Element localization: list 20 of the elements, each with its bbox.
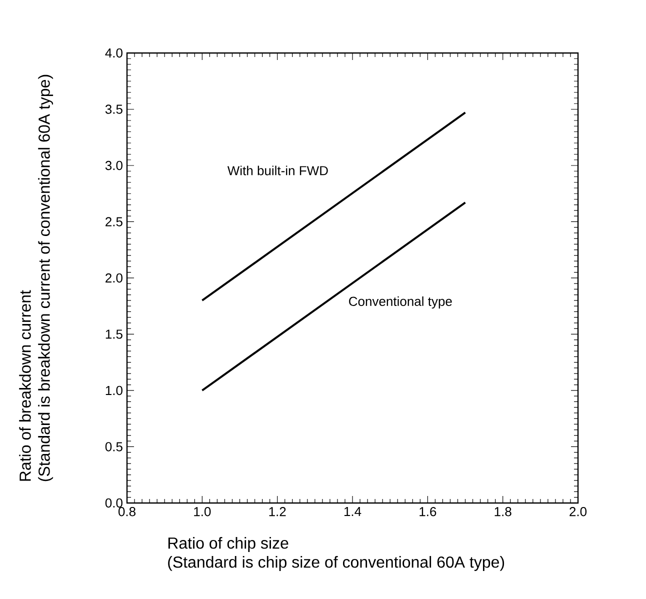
y-tick-label: 1.5: [106, 330, 122, 339]
x-tick-label: 1.6: [420, 507, 436, 516]
x-tick-label: 0.8: [118, 507, 136, 516]
y-axis-title: Ratio of breakdown current (Standard is breakdown current of conventional 60A type): [19, 74, 54, 482]
x-tick-label: 1.4: [344, 507, 362, 516]
x-tick-label: 2.0: [570, 507, 587, 516]
y-tick-label: 2.5: [106, 217, 122, 226]
x-tick-label: 1.0: [194, 507, 211, 516]
x-axis-title: Ratio of chip size (Standard is chip size of conventional 60A type): [168, 537, 504, 571]
x-tick-label: 1.2: [269, 507, 286, 516]
series-label: Conventional type: [349, 296, 452, 309]
y-tick-label: 3.0: [105, 160, 122, 170]
x-tick-label: 1.8: [494, 507, 512, 516]
y-tick-label: 1.0: [106, 386, 122, 396]
text: With built-in FWD: [227, 166, 328, 176]
y-tick-label: 0.5: [105, 442, 122, 452]
y-tick-label: 2.0: [106, 273, 122, 283]
y-tick-label: 4.0: [105, 48, 122, 58]
y-tick-label: 3.5: [105, 104, 122, 114]
y-tick-label: 0.0: [105, 498, 122, 508]
